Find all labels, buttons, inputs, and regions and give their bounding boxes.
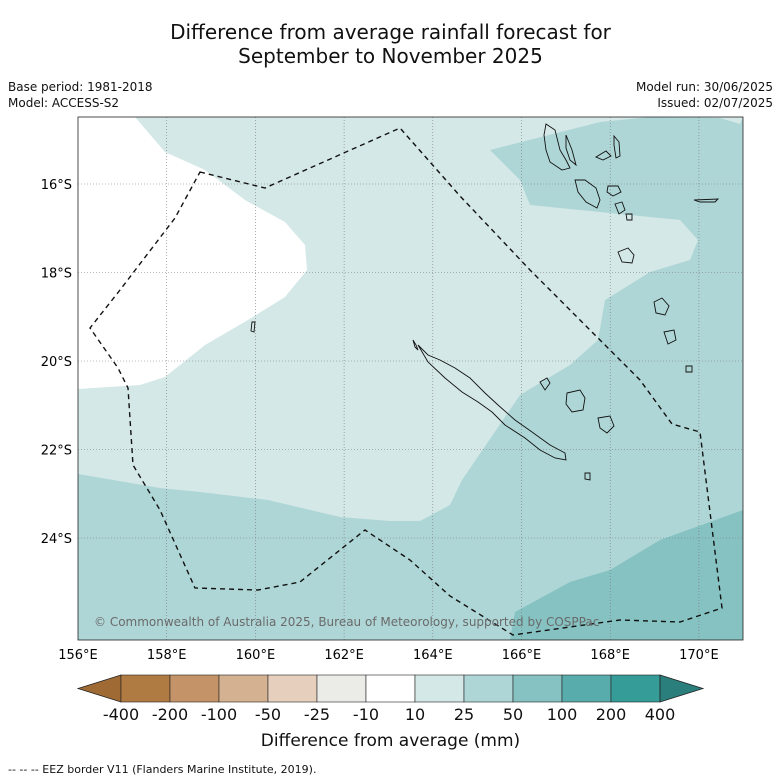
region-50-100 bbox=[510, 510, 743, 640]
lon-tick-label: 168°E bbox=[590, 648, 630, 663]
colorbar-tick-label: 100 bbox=[546, 705, 578, 724]
lat-tick-label: 24°S bbox=[41, 532, 72, 547]
graticule bbox=[78, 117, 743, 640]
meta-right: Model run: 30/06/2025 Issued: 02/07/2025 bbox=[636, 79, 773, 111]
islet-outline bbox=[412, 339, 419, 351]
colorbar-segment bbox=[610, 674, 661, 703]
title-line-1: Difference from average rainfall forecas… bbox=[170, 20, 611, 44]
tanna-outline bbox=[663, 329, 677, 345]
epi-outline bbox=[614, 201, 626, 215]
lat-tick-label: 16°S bbox=[41, 178, 72, 193]
maewo-outline bbox=[613, 134, 621, 159]
issued-date: Issued: 02/07/2025 bbox=[657, 96, 773, 110]
lon-tick-label: 164°E bbox=[413, 648, 453, 663]
isle-of-pines-outline bbox=[584, 472, 591, 481]
colorbar-tick-label: -200 bbox=[151, 705, 189, 724]
colorbar-tick-label: 200 bbox=[595, 705, 627, 724]
axis-ticks: 156°E 158°E 160°E 162°E 164°E 166°E 168°E 170°E… bbox=[41, 178, 719, 663]
model-run: Model run: 30/06/2025 bbox=[635, 80, 773, 94]
colorbar-tick-label: 50 bbox=[502, 705, 524, 724]
ouvea-outline bbox=[539, 377, 551, 391]
lon-tick-label: 158°E bbox=[147, 648, 187, 663]
shepherd-islands-outline bbox=[625, 213, 633, 221]
lon-tick-label: 166°E bbox=[502, 648, 542, 663]
copyright-notice: © Commonwealth of Australia 2025, Bureau… bbox=[94, 615, 599, 629]
aneityum-outline bbox=[685, 365, 693, 373]
map-area bbox=[78, 117, 743, 640]
lon-tick-label: 162°E bbox=[324, 648, 364, 663]
meta-left: Base period: 1981-2018 Model: ACCESS-S2 bbox=[8, 79, 153, 111]
eez-legend-note: -- -- -- EEZ border V11 (Flanders Marine… bbox=[8, 763, 317, 776]
chart-title: Difference from average rainfall forecas… bbox=[0, 20, 781, 68]
colorbar-tick-label: -10 bbox=[352, 705, 380, 724]
title-line-2: September to November 2025 bbox=[238, 44, 543, 68]
malakula-outline bbox=[574, 179, 601, 209]
land-outlines bbox=[250, 123, 720, 481]
mare-outline bbox=[597, 415, 615, 434]
colorbar-segment bbox=[414, 674, 465, 703]
malo-outline bbox=[565, 134, 577, 167]
colorbar bbox=[76, 674, 705, 703]
colorbar-tick-label: 400 bbox=[644, 705, 676, 724]
colorbar-segment bbox=[561, 674, 612, 703]
colorbar-tick-label: -400 bbox=[102, 705, 140, 724]
espiritu-santo-outline bbox=[543, 123, 571, 171]
lat-tick-label: 18°S bbox=[41, 267, 72, 282]
erromango-outline bbox=[653, 297, 670, 316]
model-name: Model: ACCESS-S2 bbox=[8, 96, 120, 110]
lat-tick-label: 22°S bbox=[41, 444, 72, 459]
colorbar-segment bbox=[365, 674, 416, 703]
colorbar-segment bbox=[169, 674, 220, 703]
islet-outline bbox=[693, 198, 720, 203]
lon-tick-label: 170°E bbox=[679, 648, 719, 663]
lon-tick-label: 156°E bbox=[58, 648, 98, 663]
ambae-outline bbox=[595, 150, 612, 161]
efate-outline bbox=[617, 247, 635, 264]
colorbar-segment bbox=[267, 674, 318, 703]
colorbar-segment bbox=[218, 674, 269, 703]
colorbar-tick-label: -100 bbox=[200, 705, 238, 724]
colorbar-segment bbox=[463, 674, 514, 703]
lifou-outline bbox=[565, 389, 586, 413]
colorbar-extend-high bbox=[659, 674, 705, 703]
colorbar-title: Difference from average (mm) bbox=[260, 731, 521, 751]
region-neutral bbox=[78, 117, 307, 389]
lon-tick-label: 160°E bbox=[236, 648, 276, 663]
colorbar-extend-low bbox=[76, 674, 122, 703]
colorbar-segment bbox=[120, 674, 171, 703]
colorbar-tick-label: 10 bbox=[404, 705, 426, 724]
eez-border bbox=[89, 127, 723, 636]
colorbar-segment bbox=[316, 674, 367, 703]
colorbar-tick-label: -25 bbox=[303, 705, 331, 724]
new-caledonia-outline bbox=[417, 344, 567, 461]
chesterfield-outline bbox=[250, 321, 256, 333]
base-period: Base period: 1981-2018 bbox=[8, 80, 153, 94]
colorbar-tick-label: 25 bbox=[453, 705, 475, 724]
colorbar-tick-label: -50 bbox=[254, 705, 282, 724]
lat-tick-label: 20°S bbox=[41, 355, 72, 370]
colorbar-segment bbox=[512, 674, 563, 703]
ambrym-outline bbox=[606, 185, 622, 197]
map-frame bbox=[77, 116, 744, 641]
